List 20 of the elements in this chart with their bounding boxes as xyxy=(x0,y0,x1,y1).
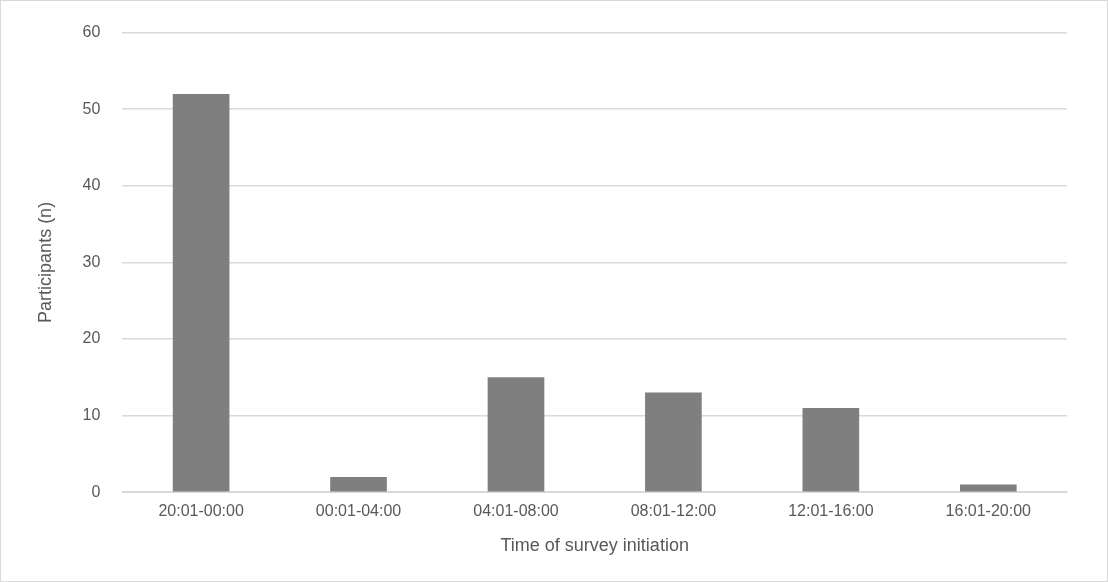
x-tick-label: 08:01-12:00 xyxy=(630,502,717,520)
x-tick-label: 00:01-04:00 xyxy=(315,502,402,520)
y-axis-title: Participants (n) xyxy=(34,201,55,323)
bar xyxy=(802,407,860,492)
y-tick-label: 60 xyxy=(82,23,101,41)
y-tick-label: 20 xyxy=(82,329,101,347)
x-axis-title: Time of survey initiation xyxy=(500,535,689,556)
bar xyxy=(645,392,702,492)
x-tick-label: 04:01-08:00 xyxy=(473,502,559,520)
x-tick-label: 20:01-00:00 xyxy=(158,502,244,520)
x-tick-label: 12:01-16:00 xyxy=(788,502,874,520)
bar xyxy=(330,476,387,492)
y-tick-label: 10 xyxy=(82,406,101,424)
y-tick-label: 30 xyxy=(82,252,101,270)
bar xyxy=(172,93,230,492)
y-tick-label: 0 xyxy=(91,482,101,500)
y-tick-label: 40 xyxy=(82,176,101,194)
y-tick-label: 50 xyxy=(82,99,101,117)
x-tick-label: 16:01-20:00 xyxy=(945,502,1032,520)
bar xyxy=(487,377,545,492)
